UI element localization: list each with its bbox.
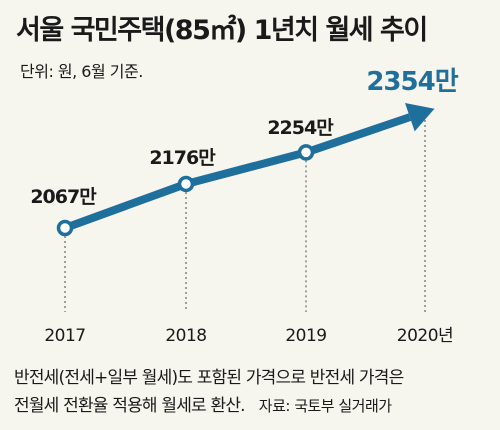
data-point-2017 [56,219,74,237]
trend-line [63,113,412,232]
x-tick-label-2019: 2019 [285,326,326,346]
x-tick-label-2017: 2017 [44,326,85,346]
value-label-2019: 2254만 [267,117,334,139]
value-label-2017: 2067만 [30,186,97,208]
trend-arrowhead [405,102,435,132]
data-point-2018 [177,175,195,193]
data-point-2019 [297,144,315,161]
footnote: 반전세(전세+일부 월세)도 포함된 가격으로 반전세 가격은 전월세 전환율 … [14,364,404,420]
footnote-line-2: 전월세 전환율 적용해 월세로 환산. 자료: 국토부 실거래가 [14,392,403,420]
x-tick-label-2020년: 2020년 [397,326,453,346]
x-tick-label-2018: 2018 [165,326,206,346]
footnote-line-1: 반전세(전세+일부 월세)도 포함된 가격으로 반전세 가격은 [14,368,404,388]
value-label-2020년: 2354만 [366,67,458,97]
unit-note: 단위: 원, 6월 기준. [20,62,143,81]
footnote-line-2-text: 전월세 전환율 적용해 월세로 환산. [14,396,246,416]
source-note: 자료: 국토부 실거래가 [258,397,392,415]
chart-title: 서울 국민주택(85㎡) 1년치 월세 추이 [16,15,428,46]
value-label-2018: 2176만 [149,147,216,169]
